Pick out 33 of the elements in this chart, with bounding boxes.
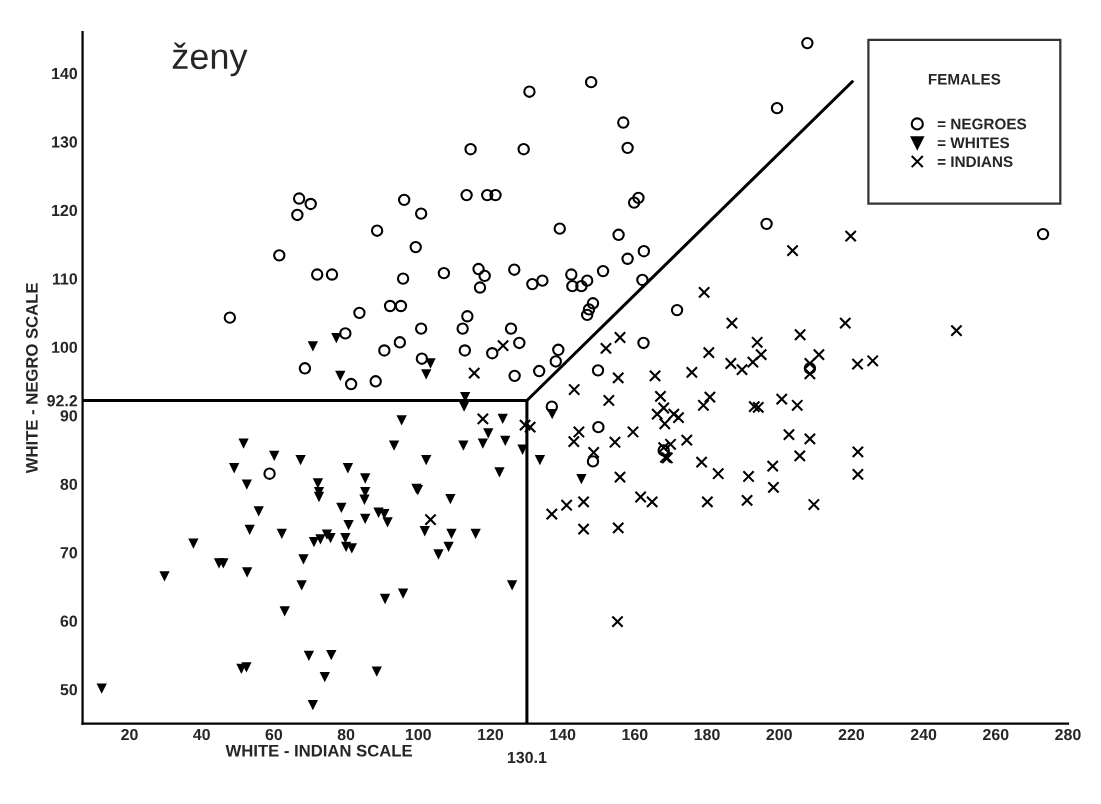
chart-title: ženy xyxy=(172,42,248,77)
y-tick-label: 110 xyxy=(52,273,78,285)
x-tick-label: 220 xyxy=(838,728,865,741)
x-tick-label: 140 xyxy=(550,728,576,741)
x-tick-label: 80 xyxy=(337,728,355,741)
y-axis-title: WHITE - NEGRO SCALE xyxy=(25,283,38,474)
y-tick-label: 120 xyxy=(52,204,78,217)
x-tick-label: 40 xyxy=(193,728,210,741)
y-tick-label: 140 xyxy=(52,67,78,80)
x-tick-label: 180 xyxy=(694,728,720,741)
x-tick-label: 260 xyxy=(983,728,1009,741)
x-tick-label: 240 xyxy=(910,728,937,741)
annotation: 130.1 xyxy=(507,751,547,764)
legend-label: = NEGROES xyxy=(937,118,1027,130)
y-tick-label: 100 xyxy=(52,341,78,354)
y-tick-label: 50 xyxy=(60,684,78,696)
y-tick-label: 80 xyxy=(60,478,78,490)
y-tick-label: 92.2 xyxy=(47,395,78,407)
legend-title: FEMALES xyxy=(928,73,1001,85)
legend-label: = WHITES xyxy=(937,137,1010,149)
y-tick-label: 90 xyxy=(60,410,78,422)
y-tick-label: 60 xyxy=(60,615,78,627)
x-tick-label: 100 xyxy=(405,728,431,741)
x-tick-label: 120 xyxy=(478,728,504,741)
x-tick-label: 20 xyxy=(121,728,138,741)
legend-label: = INDIANS xyxy=(937,156,1013,168)
y-tick-label: 130 xyxy=(52,136,78,148)
y-tick-label: 70 xyxy=(60,547,78,559)
x-tick-label: 160 xyxy=(622,728,648,741)
x-axis-title: WHITE - INDIAN SCALE xyxy=(225,744,412,757)
x-tick-label: 280 xyxy=(1055,728,1081,741)
x-tick-label: 200 xyxy=(766,728,792,741)
x-tick-label: 60 xyxy=(265,728,283,741)
